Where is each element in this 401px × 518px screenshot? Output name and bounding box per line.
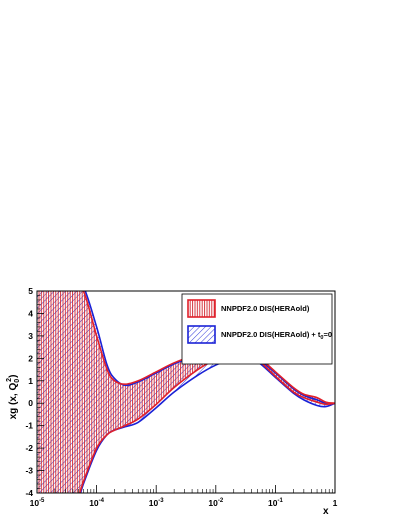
legend-label-blue-sub: 0 [320, 335, 323, 341]
legend-label-red: NNPDF2.0 DIS(HERAold) [221, 304, 310, 313]
x-tick-label: 10-5 [30, 498, 45, 508]
y-axis-title-sup: 2 [6, 378, 13, 382]
y-tick-label: -1 [25, 421, 33, 431]
y-axis-title-sub: 0 [14, 379, 21, 383]
y-tick-label: -4 [25, 488, 33, 498]
x-tick-label: 10-1 [268, 498, 283, 508]
x-axis-title: x [323, 506, 329, 517]
y-tick-label: 5 [28, 286, 33, 296]
legend-swatch-blue [187, 325, 216, 344]
bands-layer [37, 291, 335, 493]
legend-label-blue-tail: =0 [323, 330, 332, 339]
plot-frame-outline [36, 290, 336, 494]
y-axis-title-close: ) [8, 375, 19, 378]
legend: NNPDF2.0 DIS(HERAold) NNPDF2.0 DIS(HERAo… [181, 293, 333, 365]
lower-line-series-0 [78, 351, 335, 493]
legend-swatch-red [187, 299, 216, 318]
axis-ticks: -4 -3 -2 -1 0 1 2 3 4 5 10-5 10-4 10-3 10-2 10-1 1 [25, 286, 337, 508]
y-axis-title: xg (x, Q02) [6, 375, 21, 420]
y-tick-label: 4 [28, 308, 33, 318]
y-tick-label: 2 [28, 353, 33, 363]
y-tick-label: 0 [28, 398, 33, 408]
x-tick-label: 10-4 [89, 498, 104, 508]
y-tick-label: 1 [28, 376, 33, 386]
y-tick-label: 3 [28, 331, 33, 341]
y-axis-title-main: xg (x, Q [8, 383, 19, 420]
x-tick-label: 10-2 [208, 498, 223, 508]
y-tick-label: -2 [25, 443, 33, 453]
legend-label-blue: NNPDF2.0 DIS(HERAold) + t0=0 [221, 330, 332, 341]
y-tick-label: -3 [25, 466, 33, 476]
x-tick-label: 1 [333, 498, 338, 508]
legend-label-blue-main: NNPDF2.0 DIS(HERAold) + t [221, 330, 321, 339]
x-tick-label: 10-3 [149, 498, 164, 508]
band-series-0 [37, 291, 335, 493]
